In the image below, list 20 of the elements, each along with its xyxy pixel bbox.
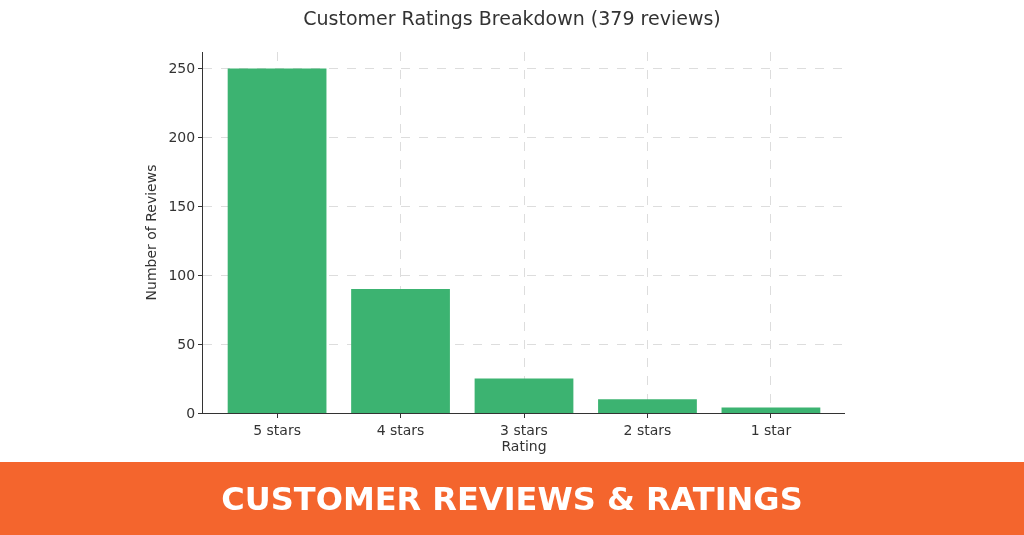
bar — [227, 68, 327, 413]
x-tick-label: 3 stars — [500, 421, 548, 438]
bar — [721, 407, 821, 413]
x-tick-label: 5 stars — [253, 421, 301, 438]
bar — [351, 288, 450, 413]
y-tick-label: 250 — [168, 60, 196, 77]
y-tick-label: 100 — [168, 267, 196, 284]
x-tick-label: 1 star — [750, 421, 792, 438]
bar — [474, 378, 574, 413]
chart-title: Customer Ratings Breakdown (379 reviews) — [303, 6, 721, 29]
y-tick-label: 150 — [168, 198, 196, 215]
text: CUSTOMER REVIEWS & RATINGS — [0, 462, 1024, 535]
x-tick-label: 4 stars — [376, 421, 425, 438]
y-tick-label: 200 — [168, 129, 196, 146]
bar — [598, 399, 697, 413]
y-axis-title: Number of Reviews — [143, 164, 160, 301]
y-tick-label: 50 — [177, 336, 196, 353]
x-tick-label: 2 stars — [623, 421, 672, 438]
y-tick-label: 0 — [186, 404, 196, 421]
x-axis-title: Rating — [501, 438, 547, 455]
